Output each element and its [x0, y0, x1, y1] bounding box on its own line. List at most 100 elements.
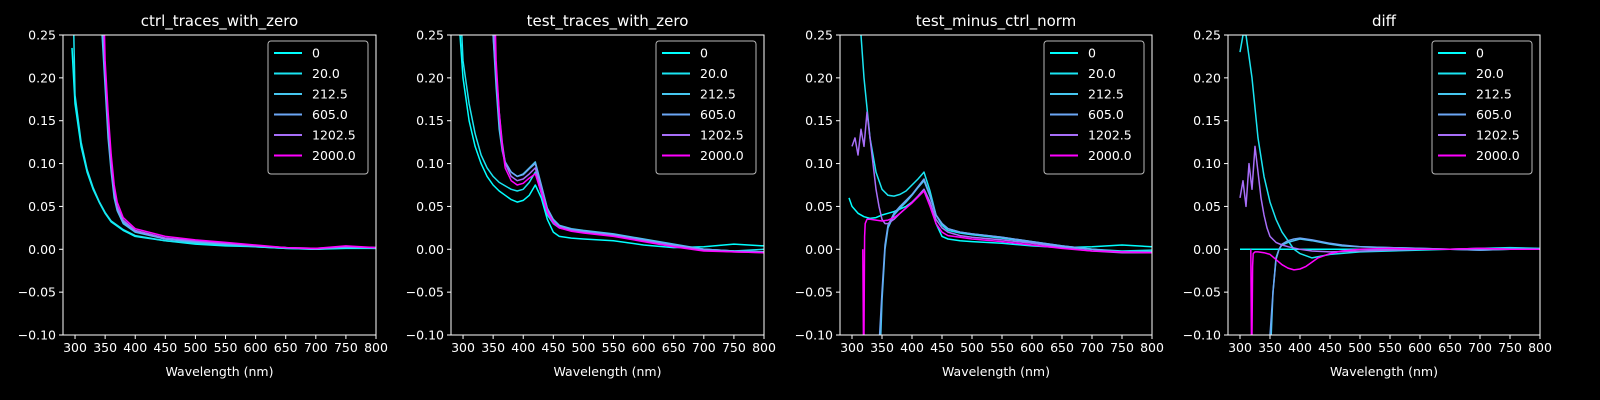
x-tick-label: 500 [960, 340, 984, 355]
chart-title: test_traces_with_zero [527, 12, 689, 31]
y-tick-label: −0.10 [1183, 328, 1221, 343]
chart-title: test_minus_ctrl_norm [916, 12, 1077, 31]
x-tick-label: 600 [632, 340, 656, 355]
series-line-2000.0 [103, 35, 376, 250]
series-line-605.0 [878, 178, 1152, 335]
y-tick-label: 0.05 [28, 199, 56, 214]
plot-frame [450, 34, 765, 336]
y-tick-label: −0.05 [795, 285, 833, 300]
x-tick-label: 700 [304, 340, 328, 355]
x-tick-label: 350 [870, 340, 894, 355]
legend-entry: 605.0 [700, 107, 736, 122]
x-tick-label: 800 [364, 340, 388, 355]
y-tick-label: 0.25 [416, 28, 444, 43]
y-tick-label: 0.05 [1193, 199, 1221, 214]
legend: 0 20.0 212.5 605.0 1202.5 2000.0 [1043, 40, 1145, 175]
series-line-605.0 [1269, 237, 1540, 335]
y-tick-label: 0.15 [416, 113, 444, 128]
y-tick-label: 0.00 [805, 242, 833, 257]
legend-entry: 20.0 [1476, 66, 1504, 81]
series-group [848, 35, 1152, 335]
series-line-212.5 [1270, 238, 1540, 335]
x-tick-label: 550 [990, 340, 1014, 355]
legend-entry: 20.0 [1088, 66, 1116, 81]
series-line-2000.0 [1250, 247, 1540, 335]
series-group [459, 35, 764, 254]
y-tick-label: 0.25 [805, 28, 833, 43]
legend-entry: 605.0 [1088, 107, 1124, 122]
legend: 0 20.0 212.5 605.0 1202.5 2000.0 [655, 40, 757, 175]
x-axis-label: Wavelength (nm) [1330, 364, 1438, 379]
legend-entry: 0 [1088, 46, 1096, 61]
series-line-0 [459, 35, 764, 249]
x-axis-label: Wavelength (nm) [942, 364, 1050, 379]
x-tick-label: 350 [481, 340, 505, 355]
y-tick-label: 0.10 [416, 156, 444, 171]
plot-frame [1227, 34, 1541, 336]
x-tick-label: 550 [1378, 340, 1402, 355]
x-tick-label: 500 [183, 340, 207, 355]
y-tick-label: −0.10 [406, 328, 444, 343]
x-tick-label: 400 [900, 340, 924, 355]
y-tick-label: 0.00 [416, 242, 444, 257]
legend-entry: 2000.0 [1088, 148, 1132, 163]
legend-entry: 605.0 [1476, 107, 1512, 122]
legend-entry: 212.5 [700, 87, 736, 102]
x-tick-label: 400 [511, 340, 535, 355]
y-tick-label: 0.15 [28, 113, 56, 128]
x-tick-label: 450 [153, 340, 177, 355]
series-line-2000.0 [862, 190, 1152, 335]
series-group [1239, 35, 1540, 335]
chart-panel-4: diff 300 350 400 450 500 550 600 650 700 750 800 −0.… [1183, 12, 1552, 379]
y-tick-label: 0.20 [805, 70, 833, 85]
chart-panel-2: test_traces_with_zero 300 350 400 450 500 550 6… [406, 12, 776, 379]
x-tick-label: 500 [1348, 340, 1372, 355]
x-tick-label: 800 [1140, 340, 1164, 355]
chart-title: ctrl_traces_with_zero [141, 12, 298, 31]
y-tick-label: 0.10 [28, 156, 56, 171]
y-tick-label: 0.00 [28, 242, 56, 257]
legend-entry: 1202.5 [1476, 128, 1520, 143]
legend-entry: 0 [1476, 46, 1484, 61]
x-tick-label: 700 [1468, 340, 1492, 355]
legend-entry: 212.5 [312, 87, 348, 102]
x-tick-label: 300 [451, 340, 475, 355]
y-tick-label: 0.00 [1193, 242, 1221, 257]
x-tick-label: 800 [752, 340, 776, 355]
x-tick-label: 650 [1438, 340, 1462, 355]
x-tick-label: 300 [840, 340, 864, 355]
x-tick-label: 600 [244, 340, 268, 355]
y-tick-label: 0.25 [1193, 28, 1221, 43]
x-tick-label: 750 [1498, 340, 1522, 355]
chart-panel-1: ctrl_traces_with_zero 300 350 400 450 500 550 6… [18, 12, 388, 379]
y-tick-label: 0.20 [1193, 70, 1221, 85]
legend-entry: 2000.0 [312, 148, 356, 163]
y-tick-label: 0.10 [805, 156, 833, 171]
y-tick-label: 0.05 [416, 199, 444, 214]
x-tick-label: 600 [1408, 340, 1432, 355]
x-tick-label: 700 [1080, 340, 1104, 355]
x-tick-label: 750 [1110, 340, 1134, 355]
x-tick-label: 400 [1288, 340, 1312, 355]
legend-entry: 605.0 [312, 107, 348, 122]
legend-entry: 0 [700, 46, 708, 61]
x-tick-label: 450 [541, 340, 565, 355]
legend-entry: 1202.5 [700, 128, 744, 143]
legend-entry: 2000.0 [700, 148, 744, 163]
x-tick-label: 400 [123, 340, 147, 355]
chart-title: diff [1372, 12, 1397, 30]
x-tick-label: 350 [93, 340, 117, 355]
series-line-20.0 [860, 35, 1152, 252]
y-tick-label: 0.15 [1193, 113, 1221, 128]
legend-entry: 212.5 [1476, 87, 1512, 102]
x-tick-label: 600 [1020, 340, 1044, 355]
series-line-2000.0 [494, 35, 764, 254]
y-tick-label: −0.10 [18, 328, 56, 343]
legend-entry: 0 [312, 46, 320, 61]
x-tick-label: 650 [662, 340, 686, 355]
chart-panel-3: test_minus_ctrl_norm 300 350 400 450 500 550 60… [795, 12, 1164, 379]
legend: 0 20.0 212.5 605.0 1202.5 2000.0 [267, 40, 369, 175]
x-tick-label: 800 [1528, 340, 1552, 355]
x-tick-label: 550 [602, 340, 626, 355]
